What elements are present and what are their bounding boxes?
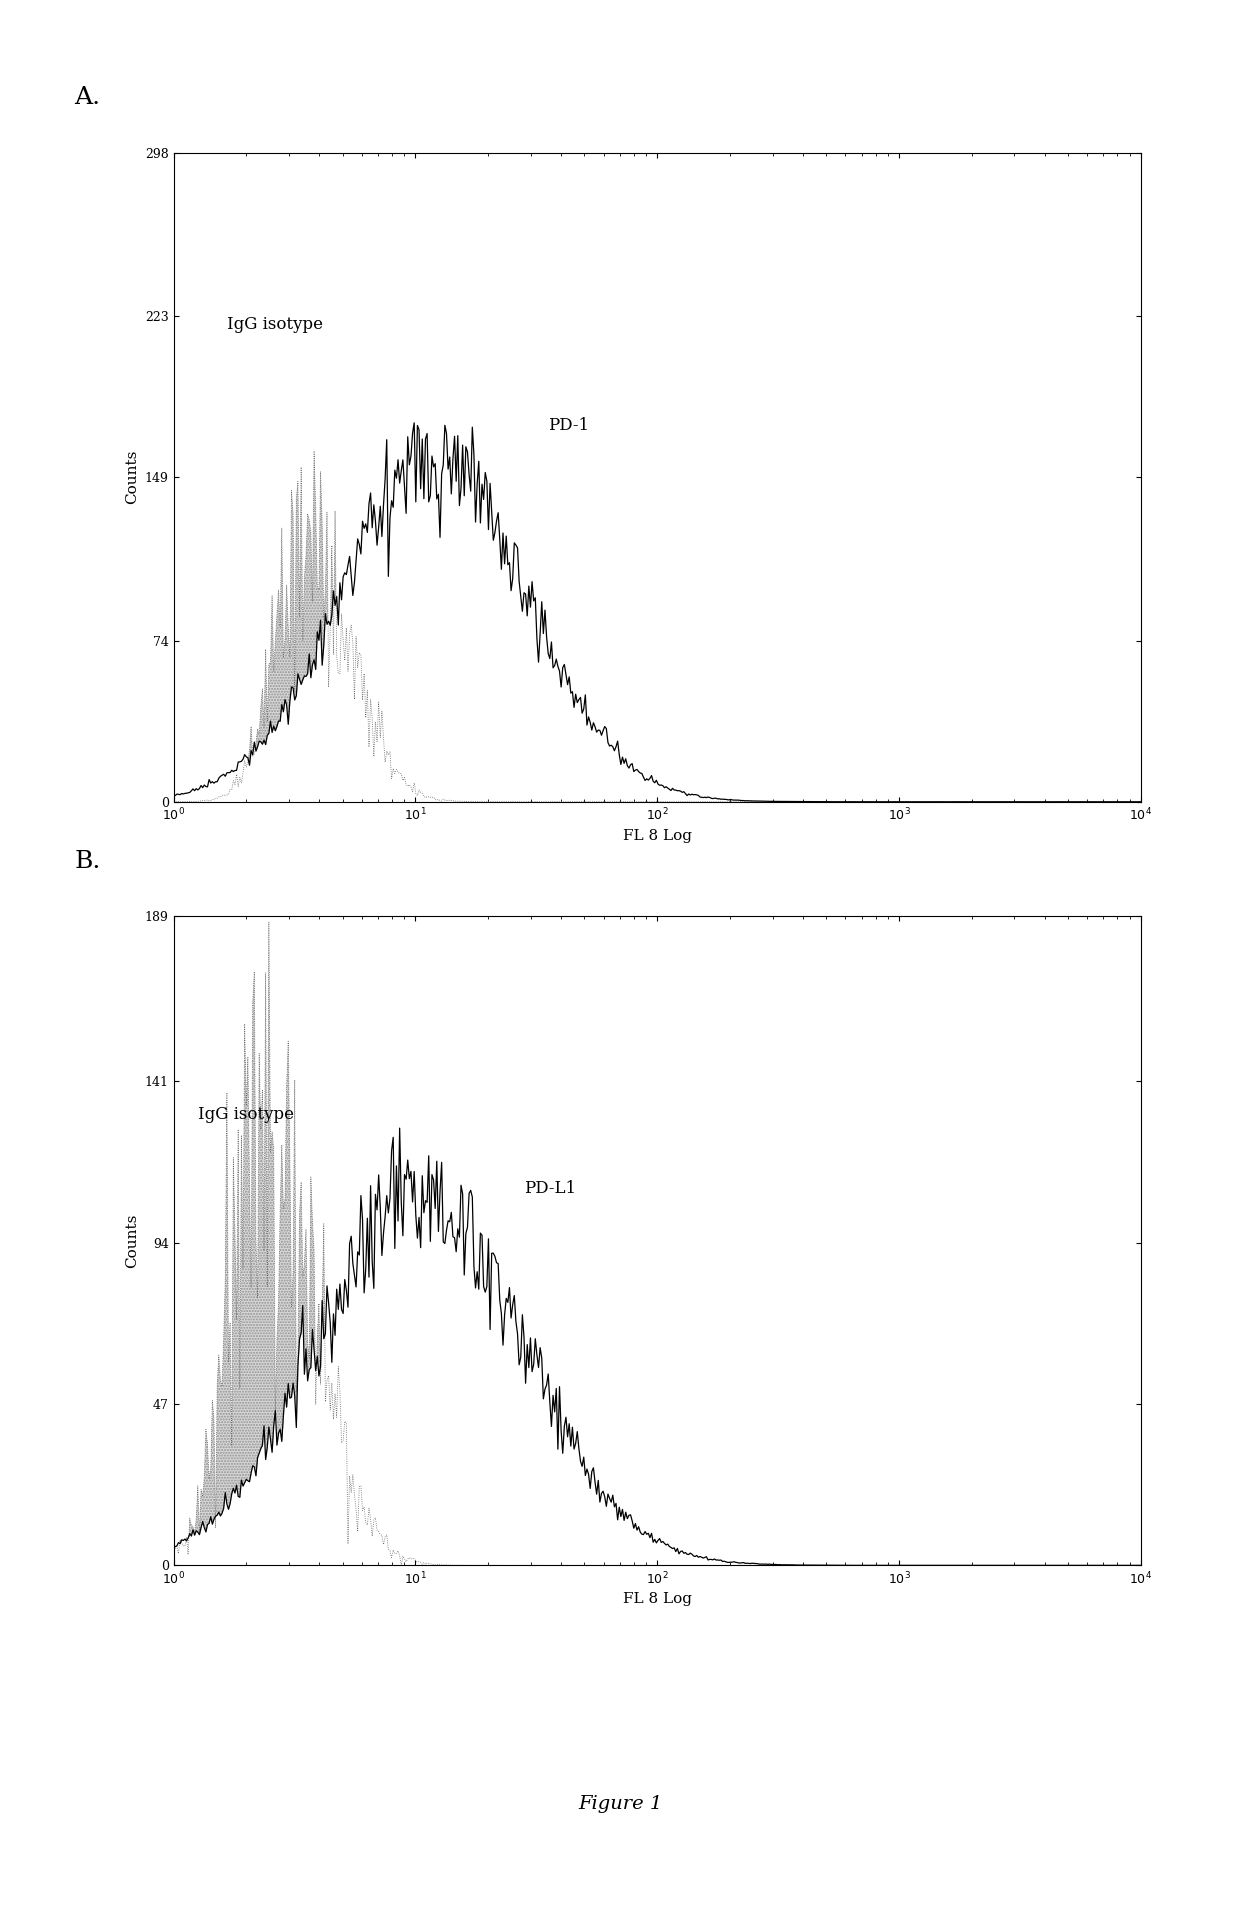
X-axis label: FL 8 Log: FL 8 Log xyxy=(622,829,692,842)
Text: A.: A. xyxy=(74,86,100,109)
X-axis label: FL 8 Log: FL 8 Log xyxy=(622,1592,692,1605)
Text: PD-1: PD-1 xyxy=(548,416,589,433)
Text: IgG isotype: IgG isotype xyxy=(198,1105,294,1122)
Y-axis label: Counts: Counts xyxy=(125,451,139,504)
Text: Figure 1: Figure 1 xyxy=(578,1794,662,1814)
Y-axis label: Counts: Counts xyxy=(125,1214,139,1268)
Text: B.: B. xyxy=(74,850,100,872)
Text: IgG isotype: IgG isotype xyxy=(227,317,322,334)
Text: PD-L1: PD-L1 xyxy=(525,1180,577,1197)
